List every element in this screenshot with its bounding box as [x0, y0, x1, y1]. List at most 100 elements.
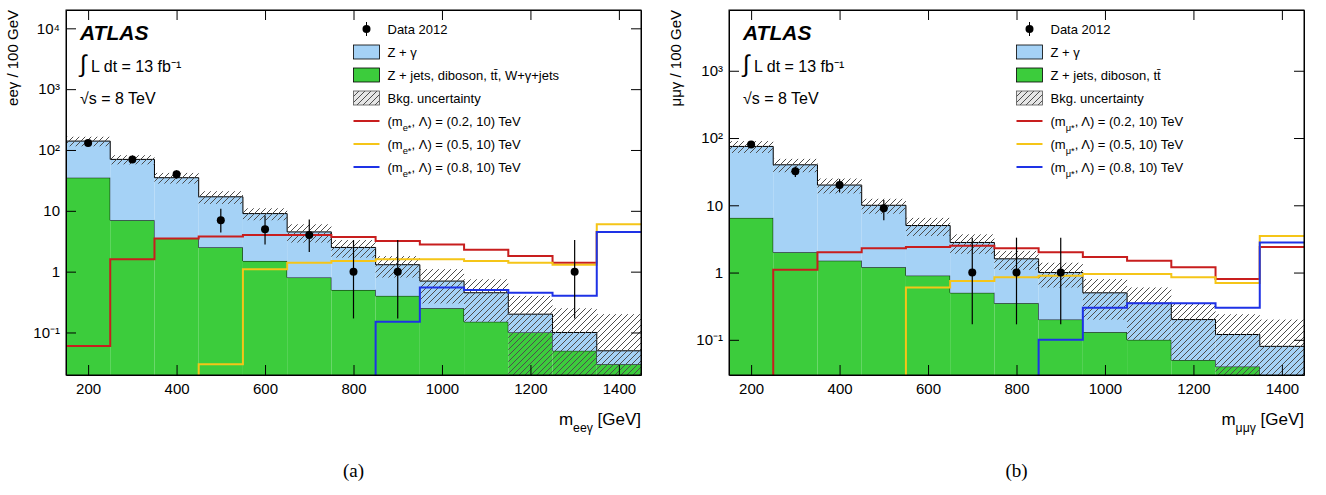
legend-swatch — [363, 25, 371, 33]
text-part: e* — [403, 146, 412, 156]
legend-swatch — [354, 143, 380, 145]
tick-label: 600 — [253, 380, 278, 397]
tick-mark — [1294, 273, 1304, 274]
figure: 20040060080010001200140010⁻¹11010²10³10⁴… — [0, 0, 1326, 495]
legend-item: (mμ*, Λ) = (0.2, 10) TeV — [1017, 114, 1184, 133]
legend-swatch — [354, 91, 380, 105]
tick: 1200 — [1177, 365, 1210, 397]
axis-line — [641, 11, 642, 376]
data-point — [394, 268, 402, 276]
data-point — [350, 268, 358, 276]
tick-mark — [729, 138, 739, 139]
legend-swatch — [1026, 25, 1034, 33]
tick-label: 10 — [706, 197, 723, 214]
data-point — [1057, 269, 1065, 277]
tick-mark — [729, 340, 739, 341]
tick-label: 400 — [828, 380, 853, 397]
tick — [1017, 10, 1018, 20]
tick: 400 — [165, 365, 190, 397]
bar — [464, 322, 508, 375]
error-bar — [574, 240, 575, 318]
tick-mark — [66, 89, 76, 90]
data-point — [836, 181, 844, 189]
annotation: √s = 8 TeV — [743, 90, 819, 107]
tick-mark — [177, 365, 178, 375]
tick-mark — [751, 365, 752, 375]
tick-mark — [631, 332, 641, 333]
uncertainty-band — [508, 296, 552, 375]
tick-label: 1000 — [426, 380, 459, 397]
bar — [1039, 320, 1083, 375]
frame — [66, 10, 641, 375]
bar — [729, 146, 773, 217]
legend-label: Data 2012 — [388, 22, 448, 37]
tick-label: 800 — [341, 380, 366, 397]
legend-label: Bkg. uncertainty — [1051, 91, 1145, 106]
text-part: (m — [388, 114, 403, 129]
tick: 600 — [916, 365, 941, 397]
tick: 800 — [341, 365, 366, 397]
tick: 10² — [38, 141, 76, 158]
bar — [1171, 360, 1215, 375]
uncertainty-band — [66, 137, 110, 147]
legend-item: Bkg. uncertainty — [1017, 91, 1145, 106]
annotation: ∫ L dt = 13 fb⁻¹ — [78, 50, 181, 78]
tick: 1000 — [1089, 365, 1122, 397]
tick-mark — [530, 10, 531, 20]
data-point — [305, 231, 313, 239]
tick: 10⁻¹ — [696, 331, 739, 348]
tick-mark — [631, 89, 641, 90]
text-part: L dt = 13 fb⁻¹ — [750, 58, 845, 75]
tick: 1000 — [426, 365, 459, 397]
tick: 10⁻¹ — [33, 324, 76, 341]
tick — [1193, 10, 1194, 20]
legend-item: (mμ*, Λ) = (0.8, 10) TeV — [1017, 160, 1184, 179]
tick: 200 — [76, 365, 101, 397]
tick-mark — [631, 150, 641, 151]
tick-label: 400 — [165, 380, 190, 397]
tick-mark — [1017, 365, 1018, 375]
tick-label: 10⁻¹ — [696, 331, 723, 348]
legend-label: Bkg. uncertainty — [388, 91, 482, 106]
legend-item: Z + jets, diboson, tt̄, W+γ+jets — [354, 68, 560, 83]
axis-line — [1304, 11, 1305, 376]
tick-mark — [354, 10, 355, 20]
bar — [110, 220, 154, 375]
tick-mark — [66, 150, 76, 151]
axis-line — [729, 11, 730, 376]
axis: 200400600800100012001400 — [730, 365, 1305, 397]
text-part: L dt = 13 fb⁻¹ — [87, 58, 182, 75]
legend-label: (me*, Λ) = (0.5, 10) TeV — [388, 137, 522, 156]
legend-swatch — [354, 45, 380, 59]
bar — [154, 239, 198, 375]
x-axis-title: mμμγ [GeV] — [1221, 410, 1304, 435]
legend-label: Z + γ — [1051, 45, 1081, 60]
uncertainty-band — [464, 279, 508, 322]
text-part: [GeV] — [1256, 410, 1304, 429]
tick: 200 — [739, 365, 764, 397]
uncertainty-band — [597, 314, 641, 375]
panel-title: (a) — [343, 460, 364, 482]
tick — [1294, 71, 1304, 72]
legend-swatch — [1017, 166, 1043, 168]
uncertainty-band — [420, 269, 464, 303]
data-point — [968, 269, 976, 277]
uncertainty-band — [1260, 320, 1304, 375]
legend-swatch — [354, 91, 380, 105]
legend-swatch — [1017, 120, 1043, 122]
text-part: e* — [403, 123, 412, 133]
legend-item: (me*, Λ) = (0.8, 10) TeV — [354, 160, 522, 179]
panel: 20040060080010001200140010⁻¹11010²10³mμμ… — [667, 10, 1305, 482]
tick: 1400 — [603, 365, 636, 397]
legend-swatch — [354, 166, 380, 168]
bar — [420, 308, 464, 375]
data-point — [84, 139, 92, 147]
tick-mark — [265, 10, 266, 20]
tick-mark — [751, 10, 752, 20]
data-point — [880, 204, 888, 212]
tick-label: 10⁻¹ — [33, 324, 60, 341]
legend-item: (me*, Λ) = (0.5, 10) TeV — [354, 137, 522, 156]
data-point — [261, 225, 269, 233]
text-part: μ* — [1066, 123, 1075, 133]
tick-mark — [631, 272, 641, 273]
